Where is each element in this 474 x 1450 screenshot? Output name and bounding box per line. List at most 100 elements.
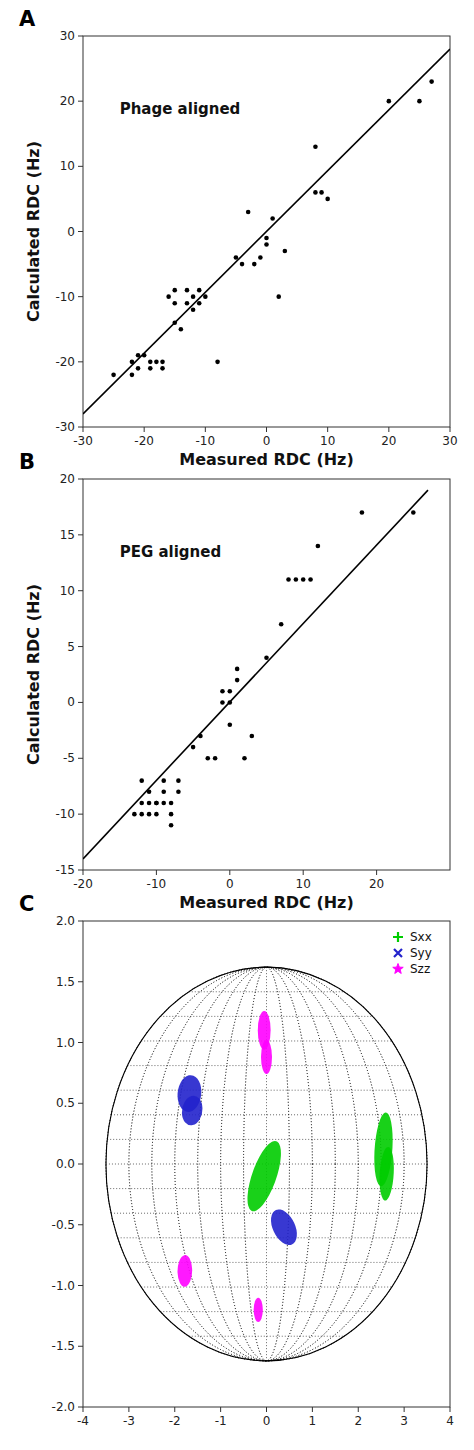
panel-label: B: [19, 450, 35, 474]
y-tick-label: -30: [55, 420, 75, 434]
scatter-point: [197, 288, 202, 293]
marks: [83, 490, 428, 859]
scatter-point: [276, 294, 281, 299]
y-tick: [78, 361, 83, 362]
x-tick-label: -30: [73, 434, 93, 448]
plot-frame: [83, 36, 450, 427]
longitude-line: [106, 967, 427, 1361]
x-tick: [303, 870, 304, 875]
y-tick: [78, 646, 83, 647]
longitude-line: [221, 967, 313, 1361]
scatter-point: [213, 756, 218, 761]
scatter-point: [235, 667, 240, 672]
x-tick-label: -2: [169, 1414, 181, 1428]
y-tick-label: -10: [55, 807, 75, 821]
blob-group: [177, 1073, 298, 1252]
y-tick-label: -0.5: [52, 1218, 75, 1232]
panel: -20-1001020-15-10-505101520Measured RDC …: [19, 450, 450, 912]
scatter-point: [319, 190, 324, 195]
scatter-point: [136, 366, 141, 371]
scatter-point: [313, 190, 318, 195]
blob: [261, 1040, 272, 1074]
y-tick: [78, 702, 83, 703]
x-tick: [266, 1407, 267, 1412]
legend-label: Sxx: [410, 930, 432, 944]
scatter-point: [429, 79, 434, 84]
scatter-point: [246, 210, 251, 215]
scatter-point: [197, 301, 202, 306]
blob: [181, 1094, 203, 1128]
x-axis-label: Measured RDC (Hz): [179, 893, 354, 912]
scatter-point: [191, 307, 196, 312]
scatter-point: [250, 734, 255, 739]
scatter-point: [111, 373, 116, 378]
blob: [177, 1253, 193, 1288]
x-tick-label: 10: [296, 877, 311, 891]
scatter-point: [242, 756, 247, 761]
x-tick: [404, 1407, 405, 1412]
y-tick: [78, 36, 83, 37]
longitude-line: [244, 967, 290, 1361]
scatter-point: [154, 801, 159, 806]
x-tick: [220, 1407, 221, 1412]
y-tick-label: 20: [60, 472, 75, 486]
y-tick: [78, 921, 83, 922]
x-tick: [128, 1407, 129, 1412]
y-tick: [78, 1346, 83, 1347]
legend-marker: [394, 949, 402, 957]
plot-frame: [83, 479, 450, 870]
blob-group: [243, 1107, 396, 1225]
scatter-point: [169, 823, 174, 828]
panel-label: C: [19, 892, 34, 916]
x-tick-label: -4: [77, 1414, 89, 1428]
x-tick: [450, 1407, 451, 1412]
latitude-line: [160, 1311, 372, 1312]
blob: [270, 1203, 299, 1252]
scatter-point: [228, 689, 233, 694]
y-tick-label: -1.0: [52, 1279, 75, 1293]
y-tick: [78, 427, 83, 428]
scatter-point: [179, 327, 184, 332]
latitude-line: [141, 1287, 392, 1288]
scatter-point: [161, 778, 166, 783]
y-tick: [78, 758, 83, 759]
y-tick: [78, 534, 83, 535]
scatter-point: [234, 255, 239, 260]
scatter-point: [154, 360, 159, 365]
scatter-point: [228, 722, 233, 727]
scatter-point: [132, 812, 137, 817]
x-tick: [144, 427, 145, 432]
x-tick-label: 0: [263, 434, 271, 448]
x-tick-label: 0: [263, 1414, 271, 1428]
x-tick-label: -20: [134, 434, 154, 448]
x-axis-label: Measured RDC (Hz): [179, 450, 354, 469]
y-tick-label: 20: [60, 94, 75, 108]
x-tick-label: 10: [320, 434, 335, 448]
y-tick: [78, 166, 83, 167]
y-tick: [78, 1224, 83, 1225]
scatter-point: [176, 778, 181, 783]
y-tick-label: -20: [55, 355, 75, 369]
scatter-point: [176, 790, 181, 795]
y-tick: [78, 814, 83, 815]
scatter-point: [252, 262, 257, 267]
scatter-point: [185, 288, 190, 293]
x-tick: [83, 870, 84, 875]
scatter-point: [147, 812, 152, 817]
y-tick: [78, 1103, 83, 1104]
scatter-point: [286, 577, 291, 582]
x-tick: [205, 427, 206, 432]
scatter-point: [240, 262, 245, 267]
y-tick-label: 10: [60, 584, 75, 598]
scatter-point: [169, 812, 174, 817]
longitude-line: [152, 967, 381, 1361]
y-tick: [78, 590, 83, 591]
y-tick-label: 0: [67, 695, 75, 709]
scatter-point: [147, 801, 152, 806]
scatter-point: [258, 255, 263, 260]
scatter-point: [264, 242, 269, 247]
y-tick: [78, 981, 83, 982]
y-tick-label: 2.0: [56, 914, 75, 928]
scatter-point: [313, 144, 318, 149]
scatter-point: [279, 622, 284, 627]
